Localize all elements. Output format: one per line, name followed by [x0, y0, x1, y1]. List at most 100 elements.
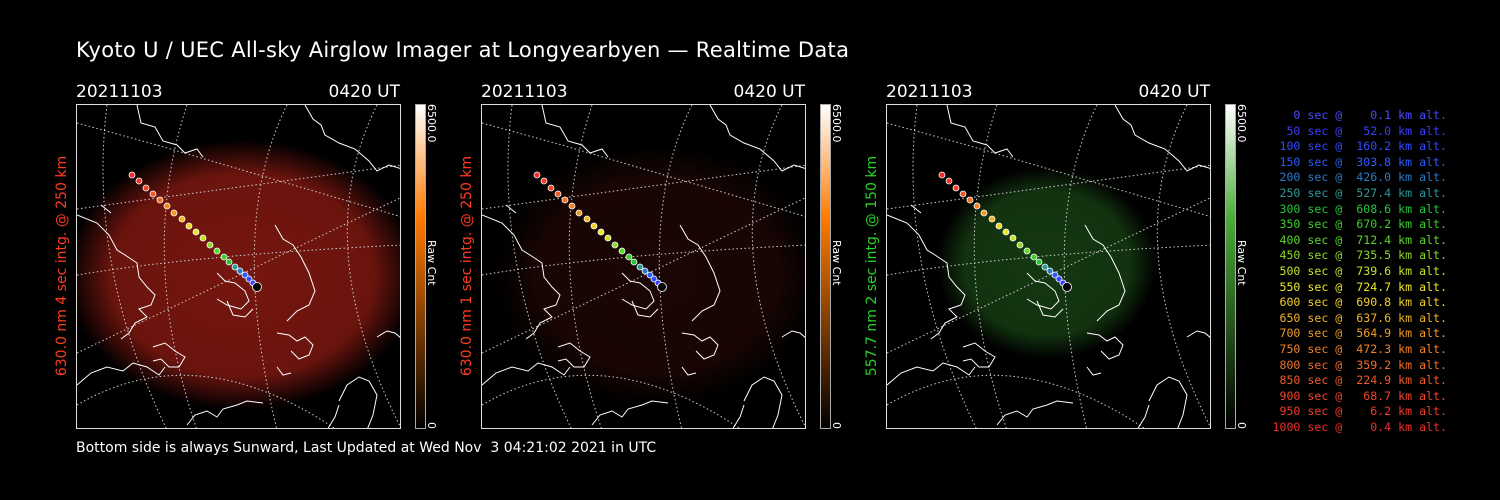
- trajectory-point: [170, 209, 178, 217]
- latlon-grid-line: [887, 374, 1145, 428]
- coastline: [186, 400, 264, 426]
- trajectory-point: [547, 184, 555, 192]
- coastline: [946, 105, 1014, 158]
- panel-ylabel-3: 557.7 nm 2 sec intg. @ 150 km: [864, 155, 880, 377]
- trajectory-point: [1009, 234, 1017, 242]
- legend-item: 150 sec @ 303.8 km alt.: [1272, 154, 1447, 169]
- sky-map-canvas: [482, 105, 805, 428]
- legend-item: 0 sec @ 0.1 km alt.: [1272, 108, 1447, 122]
- coastline: [226, 300, 254, 318]
- trajectory-point: [1030, 253, 1038, 261]
- panel-ylabel-1: 630.0 nm 4 sec intg. @ 250 km: [54, 155, 70, 377]
- trajectory-point: [646, 271, 654, 279]
- coastline: [152, 342, 186, 368]
- trajectory-point: [938, 171, 946, 179]
- airglow-emission: [937, 167, 1157, 359]
- trajectory-point: [636, 263, 644, 271]
- legend-item: 450 sec @ 735.5 km alt.: [1272, 248, 1447, 263]
- trajectory-point: [192, 228, 200, 236]
- trajectory-point: [241, 271, 249, 279]
- coastline: [77, 214, 156, 340]
- trajectory-point: [1002, 228, 1010, 236]
- panel-time: 0420 UT: [1138, 82, 1211, 102]
- colorbar-unit-label: Raw Cnt: [830, 240, 843, 286]
- colorbar-max-label: 6500.0: [830, 104, 843, 143]
- trajectory-point: [650, 275, 658, 283]
- legend-item: 850 sec @ 224.9 km alt.: [1272, 373, 1447, 388]
- legend-item: 600 sec @ 690.8 km alt.: [1272, 295, 1447, 310]
- coastline: [1086, 332, 1124, 360]
- legend-item: 650 sec @ 637.6 km alt.: [1272, 310, 1447, 325]
- panel-date: 20211103: [886, 82, 973, 102]
- coastline: [376, 330, 400, 338]
- panel-date: 20211103: [481, 82, 568, 102]
- trajectory-point: [163, 202, 171, 210]
- coastline: [781, 330, 805, 338]
- sky-map-canvas: [77, 105, 400, 428]
- coastline: [732, 404, 745, 428]
- trajectory-point: [618, 247, 626, 255]
- trajectory-point: [1016, 241, 1024, 249]
- sky-map: [886, 104, 1211, 429]
- panel-ylabel-2: 630.0 nm 1 sec intg. @ 250 km: [459, 155, 475, 377]
- coastline: [887, 362, 976, 386]
- colorbar-max-label: 6500.0: [1235, 104, 1248, 143]
- panel-time: 0420 UT: [328, 82, 401, 102]
- trajectory-point: [206, 241, 214, 249]
- colorbar-min-label: 0: [425, 422, 438, 429]
- trajectory-point: [959, 190, 967, 198]
- trajectory-point: [575, 209, 583, 217]
- coastline: [136, 105, 204, 158]
- trajectory-point: [597, 228, 605, 236]
- trajectory-point: [236, 267, 244, 275]
- coastline: [1086, 366, 1102, 376]
- coastline: [910, 204, 922, 214]
- trajectory-point: [213, 247, 221, 255]
- trajectory-point: [231, 263, 239, 271]
- legend-item: 250 sec @ 527.4 km alt.: [1272, 185, 1447, 200]
- coastline: [681, 332, 719, 360]
- coastline: [100, 204, 112, 214]
- coastline: [887, 214, 966, 340]
- latlon-grid-line: [77, 164, 400, 210]
- legend-item: 350 sec @ 670.2 km alt.: [1272, 217, 1447, 232]
- trajectory-point: [657, 282, 667, 292]
- sky-map: [76, 104, 401, 429]
- coastline: [505, 204, 517, 214]
- legend-item: 500 sec @ 739.6 km alt.: [1272, 263, 1447, 278]
- trajectory-point: [1062, 282, 1072, 292]
- coastline: [338, 376, 378, 428]
- legend-item: 400 sec @ 712.4 km alt.: [1272, 232, 1447, 247]
- coastline: [631, 300, 659, 318]
- trajectory-point: [611, 241, 619, 249]
- colorbar-unit-label: Raw Cnt: [425, 240, 438, 286]
- coastline: [962, 342, 996, 368]
- footer-note: Bottom side is always Sunward, Last Upda…: [76, 440, 657, 456]
- latlon-grid-line: [887, 164, 1210, 210]
- coastline: [482, 214, 561, 340]
- trajectory-point: [199, 234, 207, 242]
- airglow-panel-1: 20211103 0420 UT 6500.0 Raw Cnt 0: [76, 80, 496, 430]
- panel-date: 20211103: [76, 82, 163, 102]
- trajectory-point: [641, 267, 649, 275]
- coastline: [276, 332, 314, 360]
- trajectory-point: [185, 222, 193, 230]
- page-title: Kyoto U / UEC All-sky Airglow Imager at …: [76, 38, 850, 62]
- colorbar-min-label: 0: [830, 422, 843, 429]
- latlon-grid-line: [482, 164, 805, 210]
- trajectory-point: [952, 184, 960, 192]
- coastline: [541, 105, 609, 158]
- airglow-panel-3: 20211103 0420 UT 6500.0 Raw Cnt 0: [886, 80, 1306, 430]
- latlon-grid-line: [751, 105, 805, 428]
- latlon-grid-line: [482, 122, 805, 217]
- trajectory-point: [540, 177, 548, 185]
- legend-item: 100 sec @ 160.2 km alt.: [1272, 139, 1447, 154]
- trajectory-point: [988, 215, 996, 223]
- coastline: [1148, 376, 1188, 428]
- latlon-grid-line: [77, 122, 400, 217]
- trajectory-point: [178, 215, 186, 223]
- trajectory-point: [533, 171, 541, 179]
- coastline: [1186, 330, 1210, 338]
- trajectory-point: [625, 253, 633, 261]
- coastline: [1114, 105, 1210, 172]
